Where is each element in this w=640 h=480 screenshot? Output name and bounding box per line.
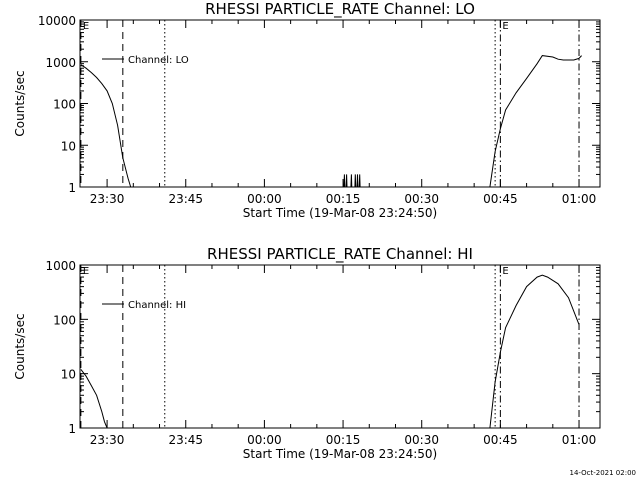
x-axis-label: Start Time (19-Mar-08 23:24:50) bbox=[243, 206, 437, 220]
event-marker-label: E bbox=[83, 266, 89, 277]
y-tick-label: 10 bbox=[61, 368, 76, 382]
x-tick-label: 01:00 bbox=[562, 192, 597, 206]
hi-channel-panel: RHESSI PARTICLE_RATE Channel: HI Counts/s… bbox=[13, 245, 601, 461]
x-tick-label: 00:15 bbox=[326, 433, 361, 447]
event-marker-label: E bbox=[83, 21, 89, 32]
y-tick-label: 10 bbox=[61, 139, 76, 153]
x-tick-label: 23:30 bbox=[90, 192, 125, 206]
chart-title: RHESSI PARTICLE_RATE Channel: LO bbox=[205, 0, 475, 19]
print-date: 14-Oct-2021 02:00 bbox=[569, 469, 636, 477]
lo-channel-panel: RHESSI PARTICLE_RATE Channel: LO Counts/s… bbox=[13, 0, 601, 220]
x-tick-label: 00:30 bbox=[404, 433, 439, 447]
y-tick-label: 1 bbox=[68, 181, 76, 195]
x-tick-label: 00:45 bbox=[483, 192, 518, 206]
legend-label: Channel: LO bbox=[128, 55, 189, 66]
y-tick-label: 1000 bbox=[45, 259, 76, 273]
plot-frame bbox=[79, 264, 601, 429]
x-axis-label: Start Time (19-Mar-08 23:24:50) bbox=[243, 447, 437, 461]
x-tick-label: 00:45 bbox=[483, 433, 518, 447]
x-tick-label: 00:00 bbox=[247, 433, 282, 447]
x-tick-label: 23:45 bbox=[168, 433, 203, 447]
x-tick-label: 00:15 bbox=[326, 192, 361, 206]
y-tick-label: 100 bbox=[53, 98, 76, 112]
event-marker-label: E bbox=[502, 266, 508, 277]
y-tick-label: 1 bbox=[68, 422, 76, 436]
x-tick-label: 23:30 bbox=[90, 433, 125, 447]
series-line bbox=[80, 55, 582, 188]
x-tick-label: 00:00 bbox=[247, 192, 282, 206]
chart-title: RHESSI PARTICLE_RATE Channel: HI bbox=[207, 245, 473, 264]
y-axis-label: Counts/sec bbox=[13, 70, 27, 136]
legend-label: Channel: HI bbox=[128, 300, 186, 311]
y-tick-label: 1000 bbox=[45, 56, 76, 70]
y-axis-label: Counts/sec bbox=[13, 313, 27, 379]
series-line bbox=[80, 274, 580, 429]
x-tick-label: 00:30 bbox=[404, 192, 439, 206]
event-marker-label: E bbox=[502, 21, 508, 32]
x-tick-label: 23:45 bbox=[168, 192, 203, 206]
y-tick-label: 100 bbox=[53, 313, 76, 327]
x-tick-label: 01:00 bbox=[562, 433, 597, 447]
plot-frame bbox=[79, 19, 601, 188]
y-tick-label: 10000 bbox=[38, 14, 76, 28]
